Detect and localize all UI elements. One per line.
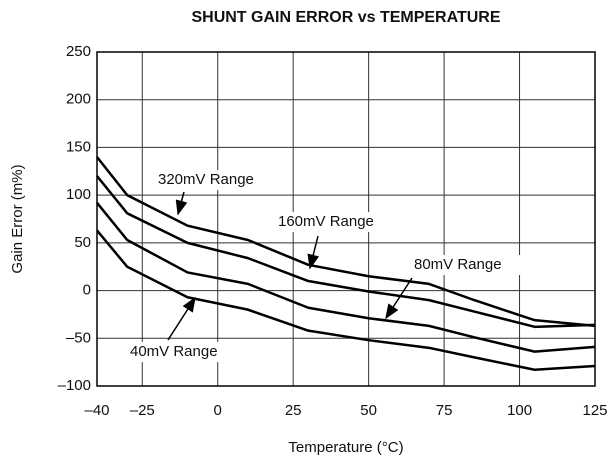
annotation-arrow [175,191,188,216]
plot-frame [96,51,596,387]
x-tick-label: 100 [507,402,532,419]
y-tick-label: 0 [83,282,91,299]
y-tick-label: 100 [66,186,91,203]
annotation: 40mV Range [130,343,218,360]
annotation: 320mV Range [158,171,254,188]
data-line [96,175,596,329]
y-tick-label: –50 [66,329,91,346]
y-tick-label: –100 [58,377,91,394]
x-tick-label: 50 [360,402,377,419]
annotation-bg [411,255,537,275]
x-tick-label: 75 [436,402,453,419]
x-tick-label: 25 [285,402,302,419]
annotation-arrow [307,235,320,270]
x-tick-label: 0 [214,402,222,419]
x-tick-label: –25 [130,402,155,419]
annotation-bg [275,212,401,232]
chart-title: SHUNT GAIN ERROR vs TEMPERATURE [191,9,500,26]
data-line [96,229,596,372]
x-tick-label: –40 [84,402,109,419]
data-line [96,156,596,328]
y-tick-label: 50 [74,234,91,251]
data-line [96,201,596,353]
annotation: 160mV Range [278,213,374,230]
x-tick-label: 125 [582,402,607,419]
y-tick-label: 150 [66,138,91,155]
x-axis-label: Temperature (°C) [288,439,403,456]
annotation-arrow [385,277,413,320]
annotation: 80mV Range [414,256,502,273]
y-axis-label: Gain Error (m%) [9,164,26,273]
annotation-arrow [167,296,196,341]
y-tick-label: 200 [66,91,91,108]
y-tick-label: 250 [66,43,91,60]
annotation-bg [127,342,253,362]
annotation-bg [155,170,281,190]
